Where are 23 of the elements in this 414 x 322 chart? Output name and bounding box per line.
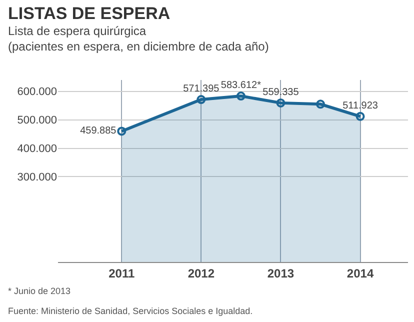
- point: [117, 126, 126, 136]
- point: [356, 112, 365, 121]
- x-tick-label: 2013: [267, 266, 294, 280]
- data-label: 583.612*: [220, 80, 262, 92]
- point: [196, 95, 206, 104]
- data-label: 459.885: [80, 126, 117, 137]
- chart-title: LISTAS DE ESPERA: [8, 4, 170, 23]
- x-tick-label: 2012: [188, 266, 215, 280]
- y-tick-label: 600.000: [17, 86, 57, 98]
- x-tick-label: 2011: [108, 266, 135, 280]
- source-note: Fuente: Ministerio de Sanidad, Servicios Sociales e Igualdad.: [8, 306, 253, 316]
- y-tick-label: 500.000: [17, 114, 57, 127]
- point: [316, 100, 325, 109]
- y-tick-label: 300.000: [17, 172, 57, 184]
- point: [276, 98, 286, 108]
- data-label: 559.335: [262, 87, 300, 98]
- chart-subtitle: Lista de espera quirúrgica (pacientes en espera, en diciembre de cada año): [8, 24, 269, 54]
- point: [236, 92, 246, 101]
- data-label: 511.923: [342, 100, 378, 112]
- data-label: 571.395: [183, 84, 220, 95]
- x-tick-label: 2014: [346, 266, 374, 280]
- y-tick-label: 400.000: [17, 143, 57, 156]
- text: * Junio de 2013: [8, 286, 71, 296]
